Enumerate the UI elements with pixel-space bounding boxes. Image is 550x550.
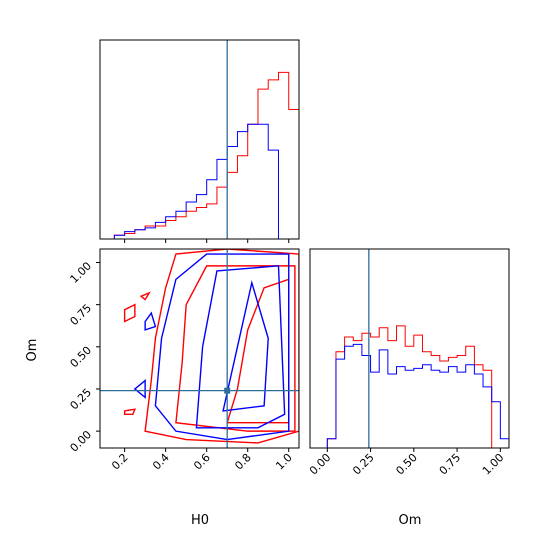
contour-red-4: [123, 408, 136, 415]
contour-red-3: [123, 303, 136, 323]
joint-x-tick-label: 1.0: [273, 451, 295, 473]
om-histogram-x-tick-label: 0.25: [350, 451, 377, 478]
y-axis-label-om: Om: [25, 339, 40, 362]
x-axis-label-h0: H0: [191, 513, 209, 528]
h0-histogram-series-red: [113, 71, 299, 239]
joint-x-tick-label: 0.6: [191, 451, 213, 473]
h0-histogram-series-blue: [113, 123, 299, 239]
truth-marker: [224, 387, 231, 394]
joint-x-tick-label: 0.2: [109, 451, 131, 473]
contour-red-0: [144, 249, 299, 444]
joint-contour-panel: 0.2 0.4 0.6 0.8 1.0 0.00 0.25 0.50 0.75 1.00 H0 O…: [25, 248, 300, 528]
contour-red-5: [139, 291, 151, 301]
om-histogram-series-red: [326, 325, 509, 448]
om-histogram-x-tick-label: 1.00: [480, 451, 507, 478]
om-histogram-x-tick-label: 0.50: [393, 451, 420, 478]
om-histogram-panel: 0.00 0.25 0.50 0.75 1.00 Om: [307, 248, 510, 528]
contour-blue-1: [195, 265, 286, 429]
contour-red-1: [175, 265, 296, 432]
contour-blue-4: [133, 379, 146, 399]
joint-y-tick-label: 0.75: [68, 302, 95, 329]
joint-y-tick-label: 1.00: [68, 259, 95, 286]
contour-blue-3: [144, 311, 157, 331]
h0-histogram-panel: [99, 39, 300, 243]
joint-contour-frame: [99, 248, 300, 449]
contour-blue-0: [154, 253, 290, 441]
om-histogram-frame: [309, 248, 510, 449]
joint-y-tick-label: 0.50: [68, 344, 95, 371]
x-axis-label-om: Om: [399, 513, 422, 528]
om-histogram-x-tick-label: 0.75: [437, 451, 464, 478]
joint-y-tick-label: 0.25: [68, 386, 95, 413]
om-histogram-x-tick-label: 0.00: [307, 451, 334, 478]
joint-x-tick-label: 0.4: [150, 451, 172, 473]
h0-histogram-frame: [99, 39, 300, 240]
contour-blue-2: [222, 279, 269, 412]
om-histogram-series-blue: [326, 343, 509, 448]
joint-y-tick-label: 0.00: [68, 428, 95, 455]
joint-x-tick-label: 0.8: [232, 451, 254, 473]
